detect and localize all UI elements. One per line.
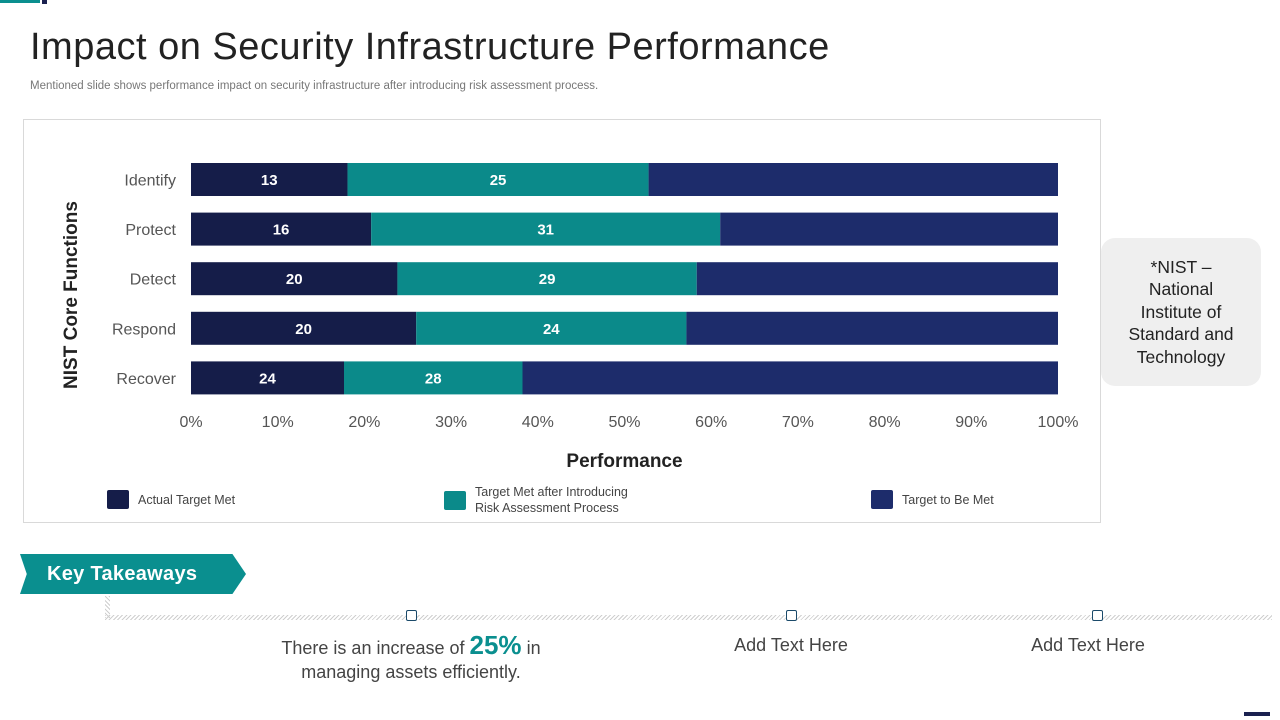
bar-protect-series-2 [720,212,1058,246]
takeaways-divider [105,615,1272,620]
takeaway-1-prefix: There is an increase of [281,638,470,658]
bar-identify-series-2 [648,163,1058,196]
data-label-protect-series-1: 31 [537,222,554,239]
data-label-respond-series-1: 24 [543,321,560,338]
x-tick-label: 100% [1038,414,1079,431]
page-title: Impact on Security Infrastructure Perfor… [30,26,830,68]
legend-item-remaining: Target to Be Met [871,490,1102,509]
legend-label-after: Target Met after Introducing Risk Assess… [475,484,675,516]
bar-identify-series-1 [347,163,649,196]
corner-accent-tick [42,0,47,4]
page-subtitle: Mentioned slide shows performance impact… [30,80,599,92]
legend-swatch-actual [107,490,129,509]
bar-recover-series-2 [522,361,1058,395]
x-tick-label: 40% [522,414,554,431]
corner-accent-bar [0,0,40,3]
bar-detect-series-1 [397,262,697,296]
bar-recover-series-0 [191,361,344,395]
takeaway-1-highlight: 25% [469,630,522,660]
legend-item-actual: Actual Target Met [107,490,338,509]
data-label-recover-series-1: 28 [425,370,442,387]
legend-item-after: Target Met after Introducing Risk Assess… [444,484,675,516]
legend-swatch-after [444,490,466,510]
chart-frame: 13 25 Identify 16 31 Protect 20 29 Detect 20 24 Res… [23,119,1101,523]
bar-recover-series-1 [344,361,523,395]
category-label-identify: Identify [124,173,176,190]
bar-detect-series-0 [191,262,398,296]
takeaway-marker-3 [1092,610,1103,621]
x-tick-label: 50% [608,414,640,431]
nist-note-text: *NIST – National Institute of Standard a… [1128,256,1234,367]
data-label-protect-series-0: 16 [273,222,290,239]
takeaway-text-3: Add Text Here [1031,635,1145,655]
data-label-detect-series-1: 29 [539,271,556,288]
legend-label-after-line2: Risk Assessment Process [475,501,619,515]
takeaway-marker-2 [786,610,797,621]
category-label-recover: Recover [116,371,176,388]
bar-respond-series-1 [416,311,687,345]
takeaway-text-2: Add Text Here [734,635,848,655]
x-tick-label: 20% [348,414,380,431]
key-takeaways-banner: Key Takeaways [20,554,246,594]
bar-detect-series-2 [696,262,1058,296]
bar-respond-series-0 [191,311,417,345]
x-tick-label: 10% [262,414,294,431]
category-label-detect: Detect [130,272,177,289]
bar-identify-series-0 [191,163,348,196]
data-label-respond-series-0: 20 [295,321,312,338]
nist-note-box: *NIST – National Institute of Standard a… [1101,238,1261,386]
takeaway-1-suffix: in managing assets efficiently. [301,638,541,682]
takeaway-text-1: There is an increase of 25% in managing … [250,630,572,684]
bar-protect-series-1 [371,212,721,246]
y-axis-title: NIST Core Functions [61,201,82,389]
category-label-respond: Respond [112,321,176,338]
bar-protect-series-0 [191,212,372,246]
x-tick-label: 30% [435,414,467,431]
x-tick-label: 90% [955,414,987,431]
legend-label-remaining: Target to Be Met [902,492,994,507]
legend-swatch-remaining [871,490,893,509]
legend-label-after-line1: Target Met after Introducing [475,485,628,499]
takeaway-marker-1 [406,610,417,621]
stacked-bar-chart: 13 25 Identify 16 31 Protect 20 29 Detect 20 24 Res… [61,163,1079,472]
bar-respond-series-2 [686,311,1058,345]
legend-label-actual: Actual Target Met [138,492,236,507]
takeaways-divider-corner [105,596,110,618]
x-tick-label: 60% [695,414,727,431]
x-axis-title: Performance [566,451,682,472]
data-label-identify-series-0: 13 [261,172,278,189]
key-takeaways-label: Key Takeaways [47,563,198,585]
data-label-recover-series-0: 24 [259,370,276,387]
bottom-accent-bar [1244,712,1270,716]
category-label-protect: Protect [125,222,176,239]
x-tick-label: 70% [782,414,814,431]
data-label-detect-series-0: 20 [286,271,303,288]
x-tick-label: 80% [869,414,901,431]
data-label-identify-series-1: 25 [490,172,507,189]
x-tick-label: 0% [179,414,202,431]
